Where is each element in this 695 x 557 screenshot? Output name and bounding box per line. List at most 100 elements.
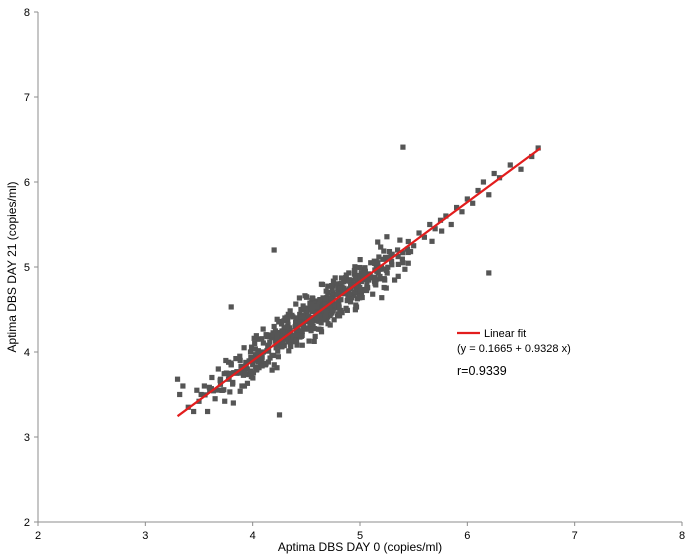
y-tick-label: 2 xyxy=(24,517,30,529)
data-point xyxy=(375,260,381,266)
data-point xyxy=(325,321,331,327)
data-point xyxy=(352,275,358,282)
data-point xyxy=(351,267,357,274)
data-point xyxy=(209,374,215,381)
data-point xyxy=(260,326,266,332)
data-point xyxy=(323,312,329,319)
data-point xyxy=(379,295,385,301)
data-point xyxy=(272,328,279,334)
data-point xyxy=(437,217,444,223)
data-point xyxy=(287,308,293,314)
data-point xyxy=(214,387,220,393)
data-point xyxy=(206,384,212,390)
data-point xyxy=(285,311,291,317)
data-point xyxy=(314,304,320,310)
data-point xyxy=(356,295,362,301)
data-point xyxy=(464,196,470,202)
data-point xyxy=(330,290,336,296)
data-point xyxy=(346,278,352,284)
data-point xyxy=(328,296,334,302)
data-point xyxy=(242,370,248,376)
data-point xyxy=(281,318,287,324)
data-point xyxy=(267,339,273,345)
data-point xyxy=(254,366,260,372)
data-point xyxy=(322,301,328,307)
data-point xyxy=(376,254,382,260)
data-point xyxy=(395,253,401,260)
data-point xyxy=(475,187,481,194)
data-point xyxy=(237,353,243,359)
data-point xyxy=(231,370,237,376)
data-point xyxy=(180,383,186,389)
data-point xyxy=(244,366,250,372)
data-point xyxy=(304,326,310,332)
data-point xyxy=(292,323,298,330)
data-point xyxy=(340,289,346,296)
data-point xyxy=(357,264,363,271)
data-point xyxy=(194,387,200,393)
data-point xyxy=(265,359,271,365)
data-point xyxy=(535,145,541,151)
data-point xyxy=(334,291,340,298)
x-tick-label: 3 xyxy=(142,530,148,542)
data-point xyxy=(372,274,378,280)
y-tick-label: 6 xyxy=(24,177,30,189)
data-point xyxy=(271,362,277,368)
data-point xyxy=(279,344,285,350)
data-point xyxy=(400,260,406,266)
correlation-annotation: r=0.9339 xyxy=(457,364,507,378)
data-point xyxy=(357,257,363,263)
data-point xyxy=(308,301,314,307)
data-point xyxy=(341,286,347,292)
data-point xyxy=(221,387,227,393)
data-point xyxy=(372,281,378,287)
data-point xyxy=(246,358,252,364)
data-point xyxy=(395,261,401,267)
data-point xyxy=(317,313,323,319)
data-point xyxy=(337,285,343,291)
data-point xyxy=(375,269,381,276)
data-point xyxy=(362,270,368,276)
data-point xyxy=(391,277,398,283)
data-point xyxy=(400,144,406,150)
data-point xyxy=(248,344,255,350)
data-point xyxy=(338,280,344,287)
data-point xyxy=(290,337,297,344)
x-tick-label: 7 xyxy=(572,530,578,542)
data-point xyxy=(362,265,368,271)
data-point xyxy=(251,335,257,341)
data-point xyxy=(338,275,345,281)
data-point xyxy=(250,375,256,381)
data-point xyxy=(323,308,329,315)
data-point xyxy=(308,328,314,334)
data-point xyxy=(459,209,465,215)
legend-label: Linear fit xyxy=(484,328,526,340)
data-point xyxy=(294,332,300,338)
data-point xyxy=(377,273,383,280)
data-point xyxy=(296,295,303,301)
data-point xyxy=(308,307,314,313)
data-point xyxy=(259,336,265,342)
x-tick-label: 6 xyxy=(464,530,470,542)
data-point xyxy=(198,391,204,398)
data-point xyxy=(386,248,393,255)
data-point xyxy=(250,370,257,376)
data-point xyxy=(298,314,304,320)
data-point xyxy=(337,309,343,316)
data-point xyxy=(241,383,248,389)
data-point xyxy=(364,282,370,288)
data-point xyxy=(271,323,277,330)
data-point xyxy=(359,294,365,301)
data-point xyxy=(222,398,228,404)
data-point xyxy=(274,316,280,322)
legend-equation: (y = 0.1665 + 0.9328 x) xyxy=(457,343,571,355)
data-point xyxy=(347,291,353,297)
data-point xyxy=(397,237,403,243)
data-point xyxy=(287,342,294,348)
data-point xyxy=(284,334,291,340)
data-point xyxy=(381,248,387,254)
data-point xyxy=(306,338,312,344)
data-point xyxy=(389,262,395,268)
data-point xyxy=(407,249,414,255)
data-point xyxy=(439,228,445,234)
